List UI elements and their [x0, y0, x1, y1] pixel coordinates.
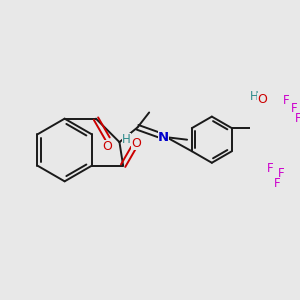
Text: F: F [291, 102, 298, 115]
Text: O: O [131, 137, 141, 150]
Text: H: H [250, 90, 259, 103]
Text: N: N [158, 131, 169, 144]
Text: O: O [103, 140, 112, 153]
Text: F: F [295, 112, 300, 125]
Text: O: O [257, 93, 267, 106]
Text: F: F [274, 177, 281, 190]
Text: F: F [267, 162, 274, 175]
Text: F: F [283, 94, 290, 106]
Text: H: H [122, 134, 131, 146]
Text: F: F [278, 167, 285, 180]
